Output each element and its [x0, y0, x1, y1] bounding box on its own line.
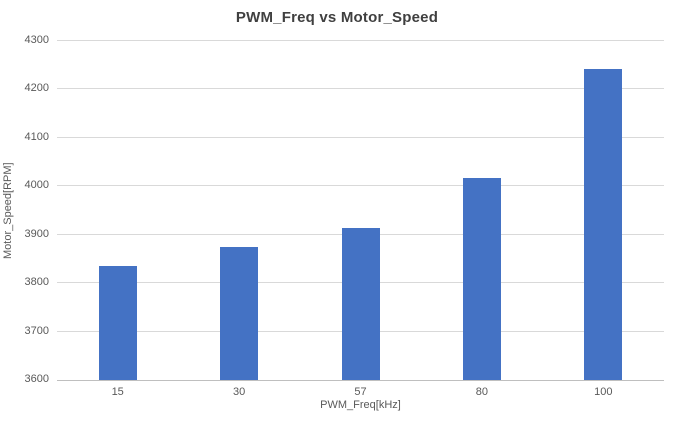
chart-title: PWM_Freq vs Motor_Speed	[235, 9, 439, 26]
y-tick-label: 3800	[24, 276, 49, 289]
y-tick-label: 3700	[24, 324, 49, 337]
y-tick-label: 4100	[24, 130, 49, 143]
y-tick-label: 4200	[24, 82, 49, 95]
bar-30	[220, 246, 259, 380]
y-tick-label: 3600	[24, 373, 49, 385]
x-tick-label: 80	[475, 386, 489, 398]
gridline	[57, 40, 664, 41]
x-tick-label: 30	[232, 386, 246, 398]
gridline	[57, 88, 664, 90]
x-axis-title: PWM_Freq[kHz]	[320, 399, 401, 411]
x-tick-label: 100	[594, 386, 613, 398]
bar-15	[98, 266, 137, 380]
bar-57	[341, 228, 380, 380]
plot-area	[57, 40, 664, 381]
bar-100	[584, 69, 623, 380]
x-tick-label: 15	[111, 386, 124, 398]
x-axis-line	[57, 380, 664, 381]
y-tick-label: 4300	[24, 34, 49, 46]
y-tick-label: 4000	[24, 179, 49, 192]
gridline	[57, 185, 664, 187]
bar-80	[462, 178, 501, 380]
gridline	[57, 136, 664, 138]
y-tick-label: 3900	[24, 227, 49, 240]
x-tick-label: 57	[354, 386, 367, 398]
